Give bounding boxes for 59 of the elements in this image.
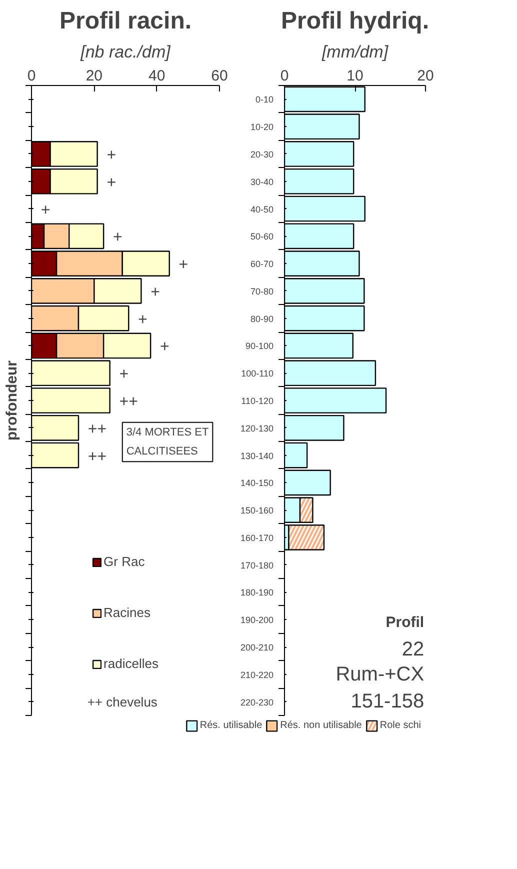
y-tick-label: 10-20 [250,122,274,132]
x-tick-label: 60 [211,68,228,84]
chart-title: Profil hydriq. [280,8,430,34]
data-label: ++ [88,420,107,438]
data-label: + [160,338,170,356]
annotation: ++ chevelus [87,694,158,710]
x-axis-title: [nb rac./dm] [80,42,172,62]
annotation: 151-158 [350,690,424,712]
y-tick-label: 60-70 [250,259,274,270]
y-tick-label: 120-130 [240,423,274,434]
y-tick-label: 40-50 [250,204,274,214]
y-tick-label: 180-190 [240,588,274,598]
legend-label: Gr Rac [104,554,145,569]
y-tick-label: 0-10 [255,94,274,105]
annotation: 22 [402,638,424,660]
data-label: + [106,174,116,192]
data-label: + [138,311,148,328]
y-tick-label: 210-220 [240,670,274,680]
data-label: + [150,284,160,301]
y-tick-label: 200-210 [240,642,274,653]
legend-label: Rés. non utilisable [280,720,362,731]
legend-label: Role schi [380,720,421,731]
y-tick-label: 90-100 [245,341,274,352]
x-axis-title: [mm/dm] [320,42,390,62]
data-label: ++ [88,448,107,466]
data-label: + [106,146,116,164]
chart-title: Profil racin. [59,8,192,34]
y-tick-label: 30-40 [250,176,274,187]
y-tick-label: 150-160 [240,506,274,516]
y-tick-label: 140-150 [240,478,274,488]
data-label: ++ [119,394,138,410]
y-tick-label: 160-170 [240,532,274,543]
y-tick-label: 20-30 [250,149,274,160]
x-tick-label: 10 [346,68,364,84]
y-tick-label: 190-200 [240,615,274,626]
x-tick-label: 20 [86,68,103,84]
y-tick-label: 70-80 [250,286,274,296]
text: + [40,202,50,219]
data-label: + [119,366,129,384]
legend-label: Rés. utilisable [200,720,262,731]
y-tick-label: 110-120 [241,396,274,406]
x-tick-label: 0 [280,68,289,84]
legend-label: Racines [104,605,151,620]
x-tick-label: 0 [27,68,36,84]
y-tick-label: 220-230 [240,697,274,708]
y-tick-label: 130-140 [240,450,274,461]
y-tick-label: 80-90 [250,314,274,324]
x-tick-label: 40 [148,68,166,84]
data-label: + [178,256,188,274]
legend-label: radicelles [104,656,158,671]
y-tick-label: 50-60 [250,232,274,242]
annotation: 3/4 MORTES ET CALCITISEES [126,426,209,458]
y-axis-title: profondeur [4,360,20,440]
data-label: + [112,229,122,246]
annotation: Profil [386,614,424,631]
x-tick-label: 20 [417,68,434,84]
annotation: Rum-+CX [336,663,424,686]
y-tick-label: 170-180 [240,560,274,570]
y-tick-label: 100-110 [241,368,274,379]
